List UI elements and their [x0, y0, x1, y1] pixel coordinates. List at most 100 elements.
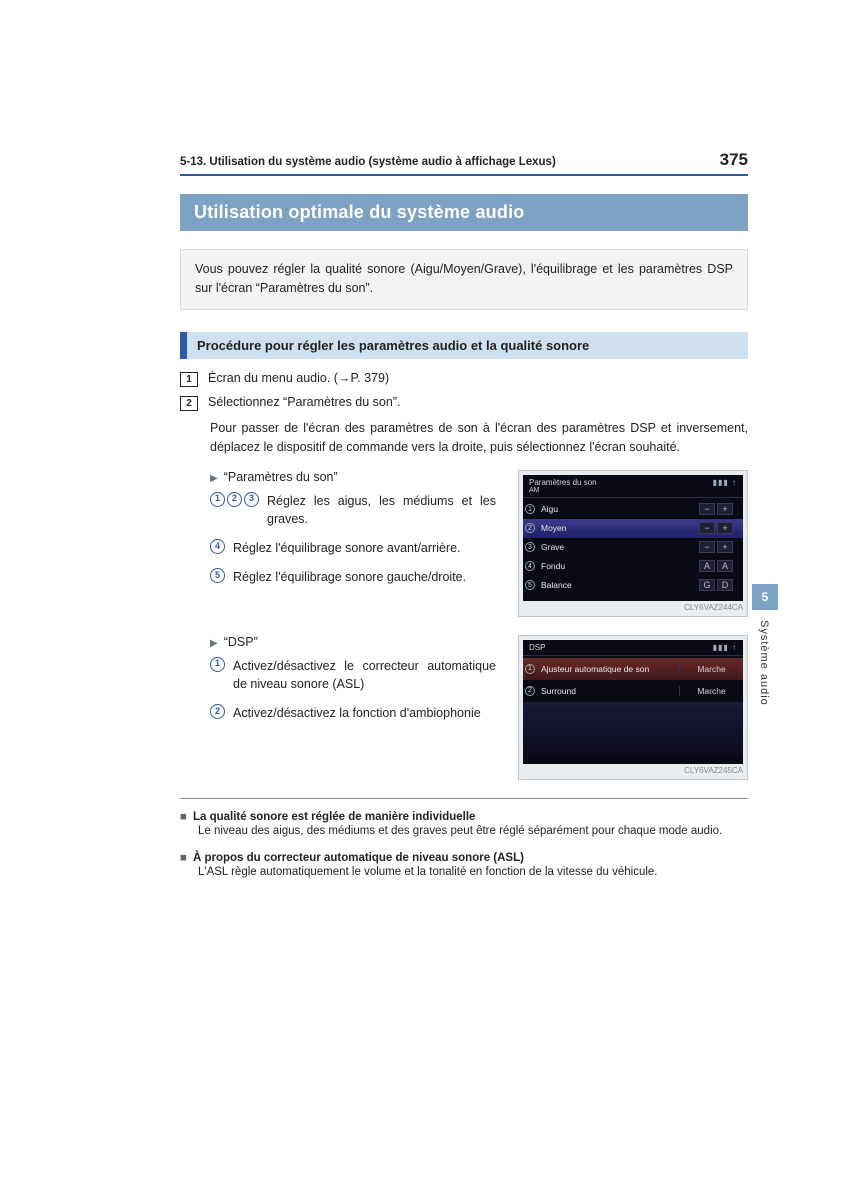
- screenshot-row: 2 Moyen − +: [523, 519, 743, 538]
- item-text: Réglez les aigus, les médiums et les gra…: [267, 492, 496, 530]
- section2-left: ▶“DSP” 1 Activez/désactivez le correcteu…: [210, 635, 496, 780]
- item-text: Réglez l'équilibrage sonore gauche/droit…: [233, 568, 496, 587]
- header-rule: [180, 174, 748, 176]
- section1-item-3: 5 Réglez l'équilibrage sonore gauche/dro…: [210, 568, 496, 587]
- section1-item-1: 1 2 3 Réglez les aigus, les médiums et l…: [210, 492, 496, 530]
- screenshot-padding: [523, 702, 743, 758]
- minus-button[interactable]: G: [699, 579, 715, 591]
- screenshot-inner: Paramètres du son AM ▮▮▮ ↑ 1 Aigu − +: [523, 475, 743, 601]
- screenshot-header: Paramètres du son AM ▮▮▮ ↑: [523, 475, 743, 498]
- row-label: Grave: [537, 542, 699, 552]
- circled-number: 3: [244, 492, 259, 507]
- row-controls: − +: [699, 522, 743, 534]
- section1-item-2: 4 Réglez l'équilibrage sonore avant/arri…: [210, 539, 496, 558]
- row-num-icon: 2: [525, 686, 535, 696]
- screenshot-row: 1 Aigu − +: [523, 500, 743, 519]
- manual-page: 5-13. Utilisation du système audio (syst…: [0, 0, 848, 1200]
- plus-button[interactable]: A: [717, 560, 733, 572]
- screenshot-caption: CLY6VAZ244CA: [523, 601, 743, 612]
- section1-screenshot-col: Paramètres du son AM ▮▮▮ ↑ 1 Aigu − +: [518, 470, 748, 617]
- screenshot-caption: CLY6VAZ245CA: [523, 764, 743, 775]
- row-num-icon: 2: [525, 523, 535, 533]
- row-controls: A A: [699, 560, 743, 572]
- item-text: Activez/désactivez la fonction d'ambioph…: [233, 704, 496, 723]
- section-dsp: ▶“DSP” 1 Activez/désactivez le correcteu…: [210, 635, 748, 780]
- transition-paragraph: Pour passer de l'écran des paramètres de…: [210, 419, 748, 458]
- side-tab: 5 Système audio: [752, 584, 778, 706]
- screenshot-row: 3 Grave − +: [523, 538, 743, 557]
- screenshot-row: 2 Surround Marche: [523, 680, 743, 702]
- note-body: Le niveau des aigus, des médiums et des …: [198, 823, 748, 840]
- page-number: 375: [720, 150, 748, 170]
- section2-label: ▶“DSP”: [210, 635, 496, 649]
- row-value[interactable]: Marche: [679, 686, 743, 696]
- circled-number: 1: [210, 657, 225, 672]
- side-tab-number: 5: [752, 584, 778, 610]
- screenshot-rows: 1 Ajusteur automatique de son Marche 2 S…: [523, 656, 743, 764]
- row-label: Moyen: [537, 523, 699, 533]
- page-header: 5-13. Utilisation du système audio (syst…: [180, 150, 748, 170]
- section1-label: ▶“Paramètres du son”: [210, 470, 496, 484]
- note-title: ■À propos du correcteur automatique de n…: [180, 852, 748, 864]
- plus-button[interactable]: +: [717, 503, 733, 515]
- section1-left: ▶“Paramètres du son” 1 2 3 Réglez les ai…: [210, 470, 496, 617]
- note-title: ■La qualité sonore est réglée de manière…: [180, 811, 748, 823]
- circled-numbers: 2: [210, 704, 225, 723]
- circled-numbers: 1: [210, 657, 225, 695]
- side-tab-label: Système audio: [752, 620, 770, 706]
- minus-button[interactable]: −: [699, 541, 715, 553]
- screenshot-header: DSP ▮▮▮ ↑: [523, 640, 743, 656]
- note-2: ■À propos du correcteur automatique de n…: [180, 852, 748, 881]
- step-number-box: 2: [180, 396, 198, 411]
- step-text: Sélectionnez “Paramètres du son”.: [208, 395, 400, 409]
- row-controls: G D: [699, 579, 743, 591]
- row-value[interactable]: Marche: [679, 664, 743, 674]
- screenshot-parametres-du-son: Paramètres du son AM ▮▮▮ ↑ 1 Aigu − +: [518, 470, 748, 617]
- square-bullet-icon: ■: [180, 811, 187, 823]
- item-text: Réglez l'équilibrage sonore avant/arrièr…: [233, 539, 496, 558]
- circled-number: 1: [210, 492, 225, 507]
- minus-button[interactable]: −: [699, 503, 715, 515]
- row-num-icon: 3: [525, 542, 535, 552]
- minus-button[interactable]: A: [699, 560, 715, 572]
- circled-numbers: 5: [210, 568, 225, 587]
- item-text: Activez/désactivez le correcteur automat…: [233, 657, 496, 695]
- row-num-icon: 4: [525, 561, 535, 571]
- screenshot-row: 1 Ajusteur automatique de son Marche: [523, 658, 743, 680]
- step-2: 2 Sélectionnez “Paramètres du son”.: [180, 395, 748, 411]
- intro-box: Vous pouvez régler la qualité sonore (Ai…: [180, 249, 748, 310]
- section2-item-1: 1 Activez/désactivez le correcteur autom…: [210, 657, 496, 695]
- screenshot-inner: DSP ▮▮▮ ↑ 1 Ajusteur automatique de son …: [523, 640, 743, 764]
- plus-button[interactable]: +: [717, 541, 733, 553]
- notes-divider: [180, 798, 748, 799]
- section2-screenshot-col: DSP ▮▮▮ ↑ 1 Ajusteur automatique de son …: [518, 635, 748, 780]
- row-label: Aigu: [537, 504, 699, 514]
- section-parametres-du-son: ▶“Paramètres du son” 1 2 3 Réglez les ai…: [210, 470, 748, 617]
- minus-button[interactable]: −: [699, 522, 715, 534]
- circled-number: 4: [210, 539, 225, 554]
- square-bullet-icon: ■: [180, 852, 187, 864]
- procedure-heading: Procédure pour régler les paramètres aud…: [180, 332, 748, 359]
- plus-button[interactable]: D: [717, 579, 733, 591]
- row-controls: − +: [699, 541, 743, 553]
- screenshot-title: DSP: [529, 643, 545, 652]
- circled-numbers: 1 2 3: [210, 492, 259, 530]
- step-number-box: 1: [180, 372, 198, 387]
- page-title-bar: Utilisation optimale du système audio: [180, 194, 748, 231]
- circled-number: 2: [227, 492, 242, 507]
- row-label: Balance: [537, 580, 699, 590]
- screenshot-rows: 1 Aigu − + 2 Moyen − +: [523, 498, 743, 601]
- plus-button[interactable]: +: [717, 522, 733, 534]
- row-controls: − +: [699, 503, 743, 515]
- circled-numbers: 4: [210, 539, 225, 558]
- status-icons: ▮▮▮ ↑: [713, 643, 737, 652]
- screenshot-dsp: DSP ▮▮▮ ↑ 1 Ajusteur automatique de son …: [518, 635, 748, 780]
- circled-number: 2: [210, 704, 225, 719]
- section2-item-2: 2 Activez/désactivez la fonction d'ambio…: [210, 704, 496, 723]
- section-reference: 5-13. Utilisation du système audio (syst…: [180, 156, 556, 168]
- step-text: Écran du menu audio. (→P. 379): [208, 371, 389, 385]
- row-label: Surround: [537, 686, 679, 696]
- screenshot-row: 4 Fondu A A: [523, 557, 743, 576]
- row-label: Ajusteur automatique de son: [537, 664, 679, 674]
- step-1: 1 Écran du menu audio. (→P. 379): [180, 371, 748, 387]
